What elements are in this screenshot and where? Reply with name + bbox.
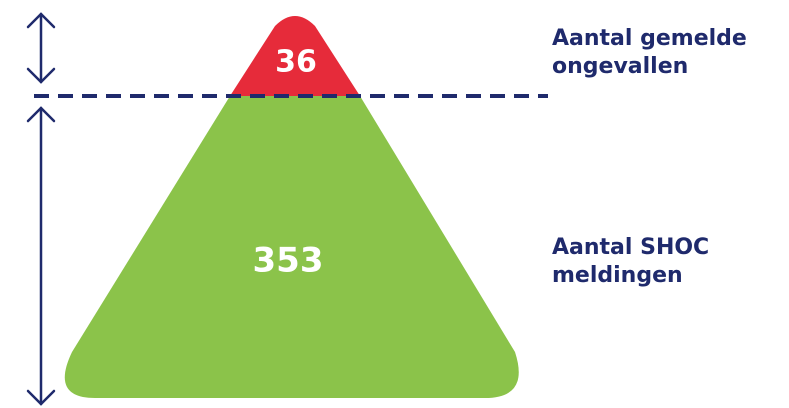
top-value: 36 — [275, 45, 317, 80]
top-label-line2: ongevallen — [552, 54, 689, 79]
pyramid-bottom-section — [64, 96, 519, 398]
top-height-arrow — [26, 12, 56, 84]
bottom-height-arrow — [26, 106, 56, 406]
bottom-section-label: Aantal SHOC meldingen — [552, 234, 709, 290]
top-section-label: Aantal gemelde ongevallen — [552, 25, 747, 81]
pyramid-top-section — [230, 16, 360, 96]
bottom-label-line1: Aantal SHOC — [552, 235, 710, 260]
bottom-label-line2: meldingen — [552, 263, 683, 288]
top-label-line1: Aantal gemelde — [552, 26, 747, 51]
bottom-value: 353 — [253, 241, 324, 281]
